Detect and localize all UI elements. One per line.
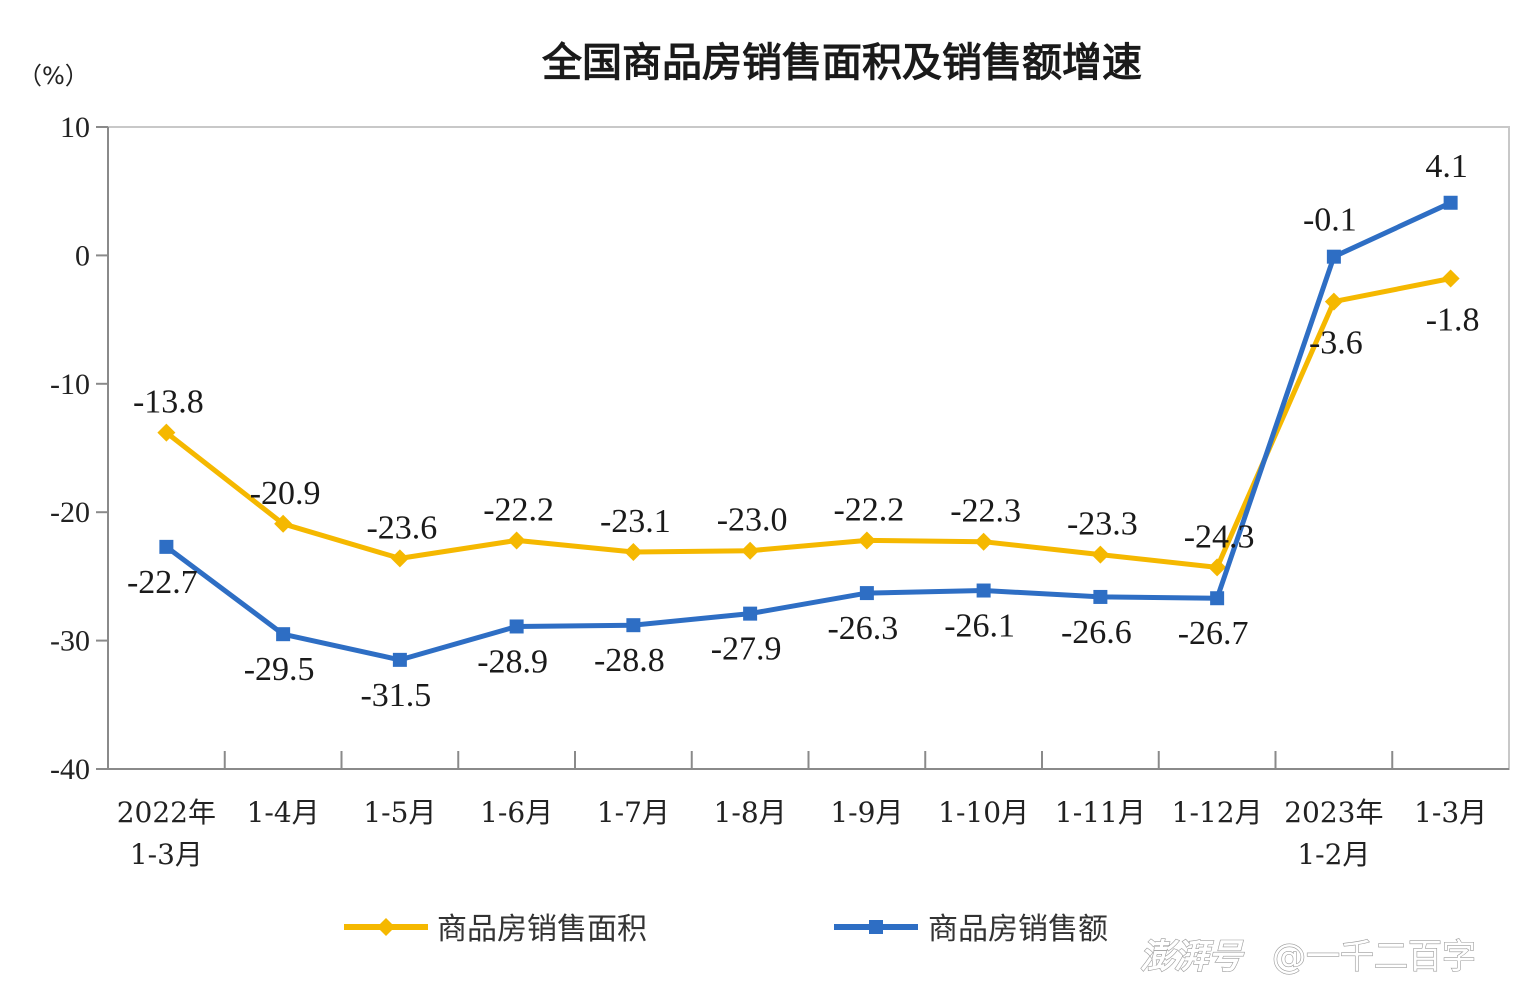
data-label-sales: -26.7 bbox=[1178, 615, 1249, 652]
x-tick-label: 1-9月 bbox=[830, 796, 903, 829]
data-label-area: -24.3 bbox=[1184, 518, 1255, 555]
data-label-sales: -22.7 bbox=[127, 564, 198, 601]
data-point-area bbox=[1441, 269, 1460, 288]
data-label-area: -23.3 bbox=[1067, 506, 1138, 543]
x-tick-label: 2023年 bbox=[1284, 796, 1383, 829]
y-tick-label: -10 bbox=[50, 368, 90, 401]
data-point-area bbox=[157, 423, 176, 442]
x-axis-ticks: 2022年 1-3月 1-4月 1-5月 1-6月 1-7月 1-8月 1-9月 1-10月 1-… bbox=[117, 751, 1487, 871]
x-tick-label: 1-10月 bbox=[938, 796, 1029, 829]
data-point-sales bbox=[509, 619, 524, 634]
data-point-sales bbox=[276, 627, 291, 642]
data-point-sales bbox=[1093, 589, 1108, 604]
data-point-sales bbox=[1443, 195, 1458, 210]
data-label-sales: -29.5 bbox=[244, 651, 315, 688]
legend: 商品房销售面积 商品房销售额 bbox=[344, 912, 1108, 947]
x-tick-label: 1-6月 bbox=[480, 796, 553, 829]
data-label-area: -23.0 bbox=[717, 502, 788, 539]
data-point-area bbox=[857, 531, 876, 550]
data-label-area: -13.8 bbox=[133, 384, 204, 421]
data-point-area bbox=[1091, 545, 1110, 564]
x-tick-label: 1-5月 bbox=[363, 796, 436, 829]
series-layer bbox=[157, 195, 1460, 667]
y-tick-label: -30 bbox=[50, 625, 90, 658]
x-tick-label: 2022年 bbox=[117, 796, 216, 829]
data-point-sales bbox=[392, 652, 407, 667]
data-point-area bbox=[1324, 292, 1343, 311]
data-labels: -13.8 -20.9 -23.6 -22.2 -23.1 -23.0 -22.2 -22.3… bbox=[127, 148, 1480, 714]
y-axis-unit: （%） bbox=[18, 62, 89, 90]
data-point-sales bbox=[159, 539, 174, 554]
data-point-area bbox=[974, 532, 993, 551]
watermark-logo: 澎湃号 bbox=[1140, 937, 1245, 977]
x-tick-label: 1-2月 bbox=[1297, 838, 1370, 871]
legend-marker-area bbox=[377, 918, 395, 936]
series-line-sales bbox=[163, 200, 1454, 663]
watermark: 澎湃号 @一千二百字 bbox=[1139, 936, 1476, 977]
data-label-area: -3.6 bbox=[1309, 325, 1363, 362]
x-tick-label: 1-3月 bbox=[1414, 796, 1487, 829]
legend-marker-sales bbox=[869, 920, 883, 934]
legend-item-area: 商品房销售面积 bbox=[344, 912, 647, 947]
data-label-area: -22.2 bbox=[483, 491, 554, 528]
data-point-sales bbox=[743, 606, 758, 621]
data-point-area bbox=[741, 541, 760, 560]
legend-label-sales: 商品房销售额 bbox=[928, 912, 1108, 947]
data-point-sales bbox=[1326, 249, 1341, 264]
legend-item-sales: 商品房销售额 bbox=[834, 912, 1108, 947]
y-tick-label: 10 bbox=[60, 111, 90, 144]
y-axis-ticks: 10 0 -10 -20 -30 -40 bbox=[50, 111, 108, 786]
data-label-sales: -26.1 bbox=[944, 608, 1015, 645]
data-point-area bbox=[1208, 558, 1227, 577]
x-tick-label: 1-4月 bbox=[247, 796, 320, 829]
chart-title: 全国商品房销售面积及销售额增速 bbox=[541, 40, 1142, 86]
data-point-sales bbox=[626, 618, 641, 633]
data-point-area bbox=[274, 514, 293, 533]
data-label-area: -20.9 bbox=[250, 475, 321, 512]
y-tick-label: -40 bbox=[50, 753, 90, 786]
data-point-sales bbox=[859, 586, 874, 601]
data-label-area: -1.8 bbox=[1426, 302, 1480, 339]
x-tick-label: 1-3月 bbox=[130, 838, 203, 871]
data-label-sales: -0.1 bbox=[1303, 202, 1357, 239]
x-tick-label: 1-12月 bbox=[1172, 796, 1263, 829]
data-label-area: -22.3 bbox=[950, 493, 1021, 530]
legend-label-area: 商品房销售面积 bbox=[437, 912, 647, 947]
data-label-sales: 4.1 bbox=[1425, 148, 1468, 185]
data-label-sales: -31.5 bbox=[360, 677, 431, 714]
data-label-area: -22.2 bbox=[833, 491, 904, 528]
data-label-sales: -26.3 bbox=[827, 610, 898, 647]
series-line-area bbox=[163, 276, 1454, 570]
watermark-author: @一千二百字 bbox=[1272, 937, 1476, 977]
data-point-sales bbox=[976, 583, 991, 598]
x-tick-label: 1-8月 bbox=[714, 796, 787, 829]
data-label-sales: -28.9 bbox=[477, 643, 548, 680]
data-label-area: -23.6 bbox=[366, 509, 437, 546]
data-label-sales: -27.9 bbox=[711, 631, 782, 668]
data-point-area bbox=[390, 549, 409, 568]
x-tick-label: 1-11月 bbox=[1055, 796, 1146, 829]
data-point-area bbox=[507, 531, 526, 550]
data-label-sales: -28.8 bbox=[594, 642, 665, 679]
data-label-sales: -26.6 bbox=[1061, 614, 1132, 651]
data-label-area: -23.1 bbox=[600, 503, 671, 540]
data-point-sales bbox=[1210, 591, 1225, 606]
plot-frame bbox=[107, 126, 1510, 770]
y-tick-label: -20 bbox=[50, 496, 90, 529]
x-tick-label: 1-7月 bbox=[597, 796, 670, 829]
data-point-area bbox=[624, 543, 643, 562]
y-tick-label: 0 bbox=[75, 239, 90, 272]
